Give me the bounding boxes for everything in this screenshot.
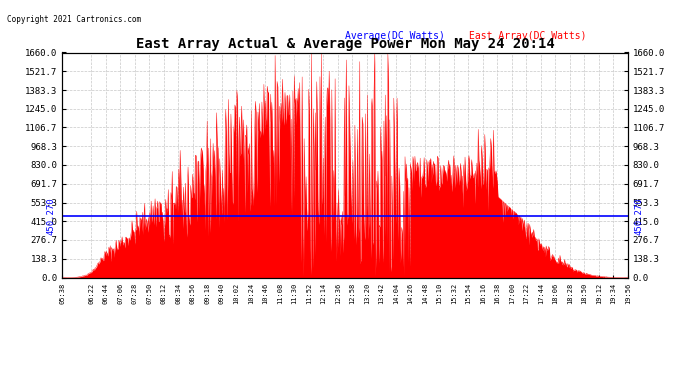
Text: Average(DC Watts): Average(DC Watts) — [345, 31, 445, 41]
Text: 450.270: 450.270 — [635, 198, 644, 235]
Text: 450.270: 450.270 — [46, 198, 55, 235]
Title: East Array Actual & Average Power Mon May 24 20:14: East Array Actual & Average Power Mon Ma… — [136, 38, 554, 51]
Text: East Array(DC Watts): East Array(DC Watts) — [469, 31, 587, 41]
Text: Copyright 2021 Cartronics.com: Copyright 2021 Cartronics.com — [7, 15, 141, 24]
